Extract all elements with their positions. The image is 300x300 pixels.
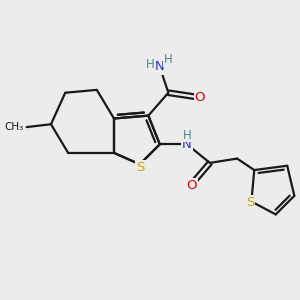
Text: H: H xyxy=(146,58,154,71)
Text: O: O xyxy=(195,91,205,103)
Text: N: N xyxy=(155,61,165,74)
Text: S: S xyxy=(246,196,254,209)
Text: CH₃: CH₃ xyxy=(4,122,24,132)
Text: S: S xyxy=(136,161,145,174)
Text: H: H xyxy=(164,53,172,66)
Text: N: N xyxy=(182,138,192,151)
Text: H: H xyxy=(183,129,192,142)
Text: O: O xyxy=(186,179,196,192)
